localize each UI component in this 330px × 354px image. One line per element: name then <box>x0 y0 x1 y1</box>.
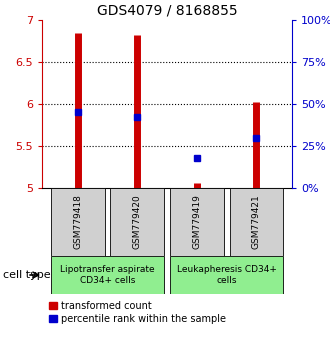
Text: Lipotransfer aspirate
CD34+ cells: Lipotransfer aspirate CD34+ cells <box>60 265 155 285</box>
Bar <box>51 256 164 294</box>
Text: GSM779419: GSM779419 <box>192 195 201 250</box>
Bar <box>51 188 105 256</box>
Text: GSM779418: GSM779418 <box>73 195 82 250</box>
Title: GDS4079 / 8168855: GDS4079 / 8168855 <box>97 4 237 17</box>
Bar <box>170 256 283 294</box>
Legend: transformed count, percentile rank within the sample: transformed count, percentile rank withi… <box>47 299 228 326</box>
Bar <box>170 188 223 256</box>
Bar <box>229 188 283 256</box>
Text: Leukapheresis CD34+
cells: Leukapheresis CD34+ cells <box>177 265 277 285</box>
Text: GSM779421: GSM779421 <box>252 195 261 249</box>
Text: cell type: cell type <box>3 270 51 280</box>
Bar <box>111 188 164 256</box>
Text: GSM779420: GSM779420 <box>133 195 142 249</box>
